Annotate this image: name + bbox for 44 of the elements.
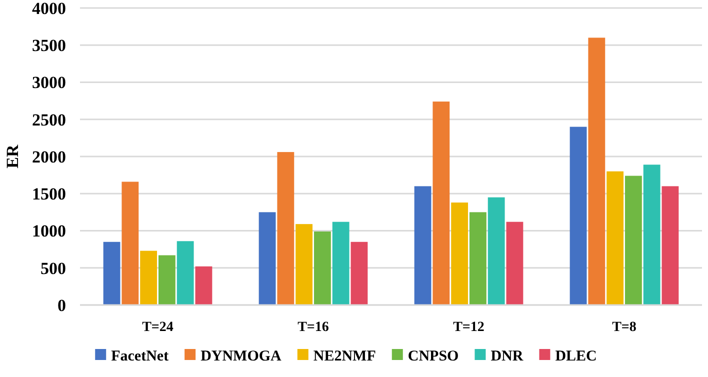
- y-tick-label: 2000: [32, 147, 66, 166]
- bar: [176, 241, 194, 305]
- bar: [296, 224, 313, 305]
- bar: [332, 222, 350, 305]
- bar: [195, 266, 212, 305]
- bar: [158, 255, 176, 305]
- bar: [314, 231, 331, 305]
- y-tick-label: 3000: [32, 73, 66, 92]
- bar: [432, 102, 450, 305]
- x-tick-label: T=12: [453, 320, 484, 335]
- y-tick-label: 3500: [32, 36, 66, 56]
- bar: [624, 176, 642, 305]
- legend-label: NE2NMF: [313, 348, 376, 364]
- bar: [350, 242, 368, 305]
- bar: [103, 242, 120, 305]
- y-tick-label: 1500: [32, 184, 66, 204]
- bar: [258, 212, 276, 305]
- y-tick-label: 2500: [32, 110, 66, 130]
- x-tick-label: T=24: [142, 320, 174, 335]
- bar: [122, 182, 139, 305]
- legend-label: DYNMOGA: [200, 348, 282, 364]
- legend-label: FacetNet: [111, 348, 169, 364]
- bar: [606, 171, 624, 305]
- y-tick-label: 0: [58, 296, 66, 315]
- legend-label: DNR: [490, 348, 524, 364]
- bar: [588, 38, 606, 305]
- bar: [414, 186, 432, 305]
- bar: [469, 212, 486, 305]
- y-tick-label: 500: [40, 258, 66, 278]
- legend-label: DLEC: [555, 348, 597, 364]
- x-tick-label: T=16: [298, 320, 329, 335]
- bar: [662, 186, 679, 305]
- bar: [277, 152, 294, 305]
- y-tick-label: 4000: [32, 0, 66, 18]
- x-tick-label: T=8: [612, 320, 636, 335]
- bar: [570, 126, 587, 305]
- legend-label: CNPSO: [408, 348, 459, 364]
- bar: [451, 202, 468, 305]
- y-axis-title: ER: [3, 144, 22, 168]
- bar: [488, 197, 505, 305]
- y-tick-label: 1000: [32, 222, 66, 241]
- bar: [506, 222, 524, 305]
- bar: [643, 164, 660, 305]
- bar: [140, 250, 158, 305]
